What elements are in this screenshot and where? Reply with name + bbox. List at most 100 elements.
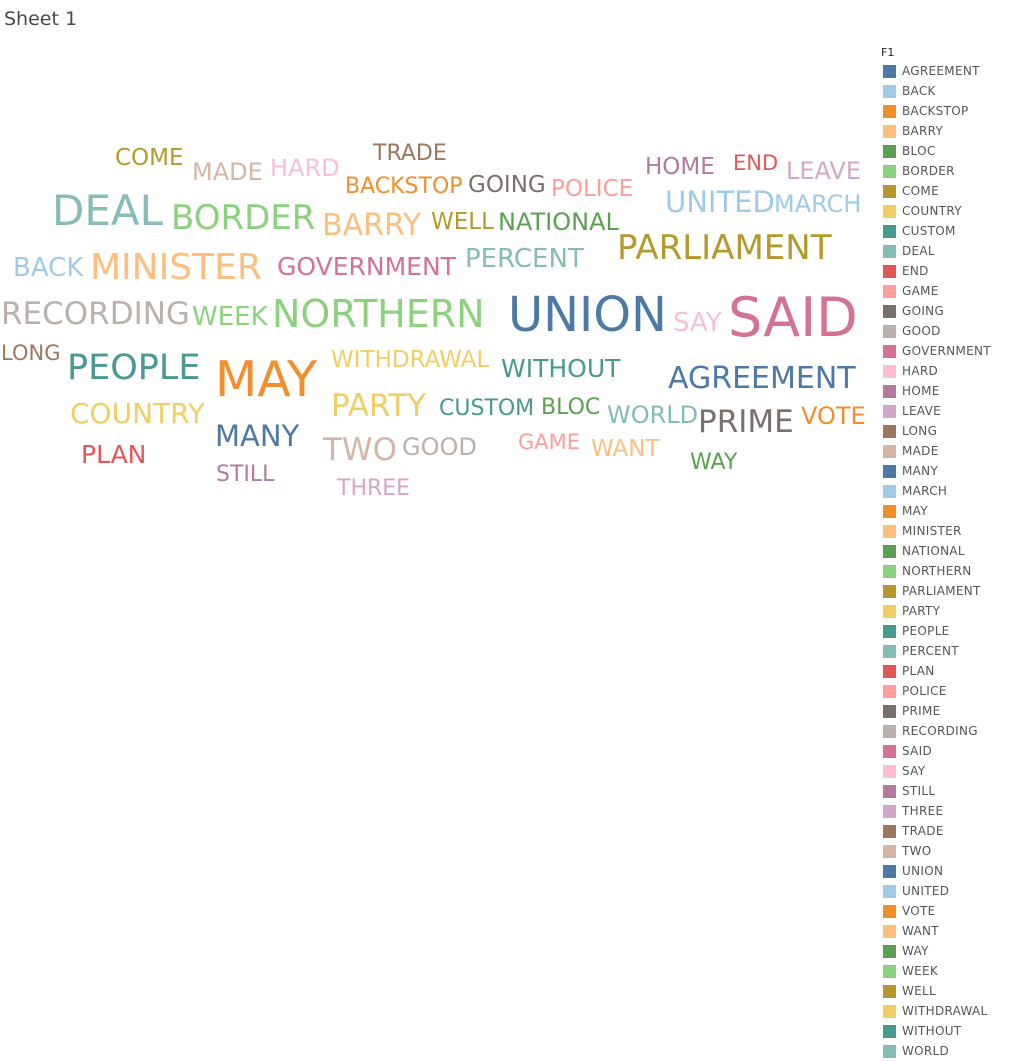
- legend-swatch: [883, 544, 896, 558]
- legend-item-back[interactable]: BACK: [878, 81, 1018, 101]
- legend-item-union[interactable]: UNION: [878, 861, 1018, 881]
- legend-label: GAME: [902, 284, 939, 298]
- legend-item-going[interactable]: GOING: [878, 301, 1018, 321]
- word-prime: PRIME: [698, 404, 794, 440]
- legend-item-good[interactable]: GOOD: [878, 321, 1018, 341]
- word-said: SAID: [728, 286, 858, 349]
- legend-item-may[interactable]: MAY: [878, 501, 1018, 521]
- legend-item-world[interactable]: WORLD: [878, 1041, 1018, 1061]
- legend-item-withdrawal[interactable]: WITHDRAWAL: [878, 1001, 1018, 1021]
- legend-item-made[interactable]: MADE: [878, 441, 1018, 461]
- legend-item-deal[interactable]: DEAL: [878, 241, 1018, 261]
- legend-item-prime[interactable]: PRIME: [878, 701, 1018, 721]
- legend-swatch: [883, 1044, 896, 1058]
- legend-swatch: [883, 984, 896, 998]
- legend-label: MADE: [902, 444, 939, 458]
- word-game: GAME: [518, 430, 580, 454]
- legend-item-barry[interactable]: BARRY: [878, 121, 1018, 141]
- legend-item-way[interactable]: WAY: [878, 941, 1018, 961]
- legend-item-people[interactable]: PEOPLE: [878, 621, 1018, 641]
- legend-swatch: [883, 604, 896, 618]
- legend-item-government[interactable]: GOVERNMENT: [878, 341, 1018, 361]
- legend-item-vote[interactable]: VOTE: [878, 901, 1018, 921]
- legend-swatch: [883, 724, 896, 738]
- legend-swatch: [883, 204, 896, 218]
- legend-item-backstop[interactable]: BACKSTOP: [878, 101, 1018, 121]
- word-country: COUNTRY: [70, 397, 206, 430]
- legend-label: DEAL: [902, 244, 935, 258]
- word-people: PEOPLE: [67, 348, 201, 388]
- legend-item-well[interactable]: WELL: [878, 981, 1018, 1001]
- legend-item-hard[interactable]: HARD: [878, 361, 1018, 381]
- legend-swatch: [883, 1004, 896, 1018]
- word-party: PARTY: [331, 388, 426, 424]
- legend-swatch: [883, 424, 896, 438]
- word-long: LONG: [1, 341, 60, 365]
- legend-item-said[interactable]: SAID: [878, 741, 1018, 761]
- legend-label: WITHOUT: [902, 1024, 962, 1038]
- legend-swatch: [883, 244, 896, 258]
- legend-label: LEAVE: [902, 404, 941, 418]
- legend-label: THREE: [902, 804, 944, 818]
- legend-item-long[interactable]: LONG: [878, 421, 1018, 441]
- legend-label: BARRY: [902, 124, 944, 138]
- word-national: NATIONAL: [498, 208, 620, 236]
- legend-item-plan[interactable]: PLAN: [878, 661, 1018, 681]
- legend-item-percent[interactable]: PERCENT: [878, 641, 1018, 661]
- word-police: POLICE: [551, 176, 633, 202]
- legend-swatch: [883, 184, 896, 198]
- legend-item-say[interactable]: SAY: [878, 761, 1018, 781]
- legend-item-recording[interactable]: RECORDING: [878, 721, 1018, 741]
- legend-swatch: [883, 464, 896, 478]
- legend-item-agreement[interactable]: AGREEMENT: [878, 61, 1018, 81]
- legend-label: RECORDING: [902, 724, 978, 738]
- color-legend: F1 AGREEMENT BACK BACKSTOP BARRY BLOC BORDER C…: [878, 46, 1018, 1061]
- legend-item-united[interactable]: UNITED: [878, 881, 1018, 901]
- legend-item-march[interactable]: MARCH: [878, 481, 1018, 501]
- legend-label: WITHDRAWAL: [902, 1004, 988, 1018]
- legend-swatch: [883, 684, 896, 698]
- legend-item-country[interactable]: COUNTRY: [878, 201, 1018, 221]
- legend-item-custom[interactable]: CUSTOM: [878, 221, 1018, 241]
- word-end: END: [733, 151, 778, 175]
- legend-item-trade[interactable]: TRADE: [878, 821, 1018, 841]
- legend-item-week[interactable]: WEEK: [878, 961, 1018, 981]
- legend-item-bloc[interactable]: BLOC: [878, 141, 1018, 161]
- legend-swatch: [883, 944, 896, 958]
- legend-swatch: [883, 764, 896, 778]
- word-northern: NORTHERN: [272, 292, 485, 336]
- legend-swatch: [883, 344, 896, 358]
- legend-item-without[interactable]: WITHOUT: [878, 1021, 1018, 1041]
- legend-item-game[interactable]: GAME: [878, 281, 1018, 301]
- legend-swatch: [883, 284, 896, 298]
- legend-label: MARCH: [902, 484, 948, 498]
- word-leave: LEAVE: [786, 157, 861, 185]
- legend-item-police[interactable]: POLICE: [878, 681, 1018, 701]
- legend-item-end[interactable]: END: [878, 261, 1018, 281]
- legend-item-national[interactable]: NATIONAL: [878, 541, 1018, 561]
- legend-item-want[interactable]: WANT: [878, 921, 1018, 941]
- legend-item-minister[interactable]: MINISTER: [878, 521, 1018, 541]
- legend-swatch: [883, 224, 896, 238]
- legend-item-home[interactable]: HOME: [878, 381, 1018, 401]
- legend-item-come[interactable]: COME: [878, 181, 1018, 201]
- word-good: GOOD: [402, 433, 477, 461]
- legend-item-border[interactable]: BORDER: [878, 161, 1018, 181]
- legend-item-still[interactable]: STILL: [878, 781, 1018, 801]
- word-vote: VOTE: [801, 402, 866, 430]
- legend-item-many[interactable]: MANY: [878, 461, 1018, 481]
- legend-label: SAID: [902, 744, 933, 758]
- legend-item-northern[interactable]: NORTHERN: [878, 561, 1018, 581]
- legend-item-parliament[interactable]: PARLIAMENT: [878, 581, 1018, 601]
- word-want: WANT: [591, 436, 660, 462]
- word-agreement: AGREEMENT: [668, 361, 856, 396]
- legend-item-leave[interactable]: LEAVE: [878, 401, 1018, 421]
- legend-item-party[interactable]: PARTY: [878, 601, 1018, 621]
- legend-label: MINISTER: [902, 524, 962, 538]
- legend-swatch: [883, 384, 896, 398]
- legend-item-two[interactable]: TWO: [878, 841, 1018, 861]
- legend-label: BACKSTOP: [902, 104, 969, 118]
- legend-swatch: [883, 884, 896, 898]
- word-trade: TRADE: [372, 141, 447, 166]
- legend-item-three[interactable]: THREE: [878, 801, 1018, 821]
